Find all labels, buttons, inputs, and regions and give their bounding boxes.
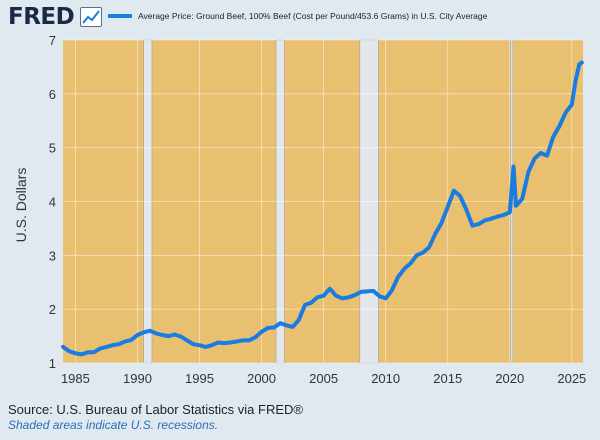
y-tick-label: 5 xyxy=(49,141,56,156)
chart-footer: Source: U.S. Bureau of Labor Statistics … xyxy=(8,402,303,432)
x-tick-label: 2010 xyxy=(371,371,400,386)
y-axis-ticks: 1 2 3 4 5 6 7 xyxy=(49,33,56,371)
x-tick-label: 2005 xyxy=(309,371,338,386)
legend-series-label: Average Price: Ground Beef, 100% Beef (C… xyxy=(138,11,488,21)
y-tick-label: 3 xyxy=(49,248,56,263)
line-chart: 1985 1990 1995 2000 2005 2010 2015 2020 2025 1 2 3… xyxy=(13,33,586,386)
x-tick-label: 2025 xyxy=(557,371,586,386)
chart-legend: Average Price: Ground Beef, 100% Beef (C… xyxy=(108,8,487,24)
y-tick-label: 1 xyxy=(49,356,56,371)
series-layer xyxy=(61,60,584,357)
y-axis-label: U.S. Dollars xyxy=(13,168,29,243)
y-tick-label: 7 xyxy=(49,33,56,48)
x-tick-label: 2000 xyxy=(247,371,276,386)
y-tick-label: 6 xyxy=(49,87,56,102)
chart-header: FRED Average Price: Ground Beef, 100% Be… xyxy=(0,0,600,34)
series-line xyxy=(61,60,584,357)
x-tick-label: 2015 xyxy=(433,371,462,386)
grid-lines xyxy=(63,39,583,364)
source-text: Source: U.S. Bureau of Labor Statistics … xyxy=(8,402,303,417)
y-tick-label: 4 xyxy=(49,195,56,210)
trend-line-icon xyxy=(80,7,102,27)
x-tick-label: 2020 xyxy=(495,371,524,386)
fred-logo[interactable]: FRED xyxy=(8,4,75,30)
recession-note: Shaded areas indicate U.S. recessions. xyxy=(8,418,219,432)
x-tick-label: 1985 xyxy=(61,371,90,386)
x-tick-label: 1990 xyxy=(123,371,152,386)
x-tick-label: 1995 xyxy=(185,371,214,386)
x-axis-ticks: 1985 1990 1995 2000 2005 2010 2015 2020 2025 xyxy=(61,371,586,386)
y-tick-label: 2 xyxy=(49,302,56,317)
legend-swatch xyxy=(108,14,132,18)
